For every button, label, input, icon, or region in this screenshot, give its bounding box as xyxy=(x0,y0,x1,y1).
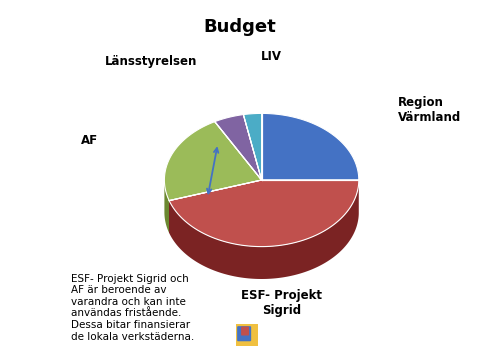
FancyBboxPatch shape xyxy=(236,324,258,346)
Polygon shape xyxy=(165,122,262,201)
Text: LIV: LIV xyxy=(261,50,282,63)
Text: ESF- Projekt Sigrid och
AF är beroende av
varandra och kan inte
användas friståe: ESF- Projekt Sigrid och AF är beroende a… xyxy=(71,274,194,342)
FancyBboxPatch shape xyxy=(237,326,251,341)
Polygon shape xyxy=(169,180,262,233)
Polygon shape xyxy=(243,113,262,180)
Polygon shape xyxy=(262,113,359,180)
FancyBboxPatch shape xyxy=(241,327,249,336)
Text: Region
Värmland: Region Värmland xyxy=(397,96,461,125)
Text: ESF- Projekt
Sigrid: ESF- Projekt Sigrid xyxy=(241,289,322,317)
Text: AF: AF xyxy=(81,134,97,147)
Text: Budget: Budget xyxy=(204,18,276,36)
Polygon shape xyxy=(169,180,262,233)
Text: Länsstyrelsen: Länsstyrelsen xyxy=(105,54,197,68)
Polygon shape xyxy=(165,180,169,233)
Polygon shape xyxy=(169,181,359,279)
Polygon shape xyxy=(169,180,359,247)
Polygon shape xyxy=(215,114,262,180)
